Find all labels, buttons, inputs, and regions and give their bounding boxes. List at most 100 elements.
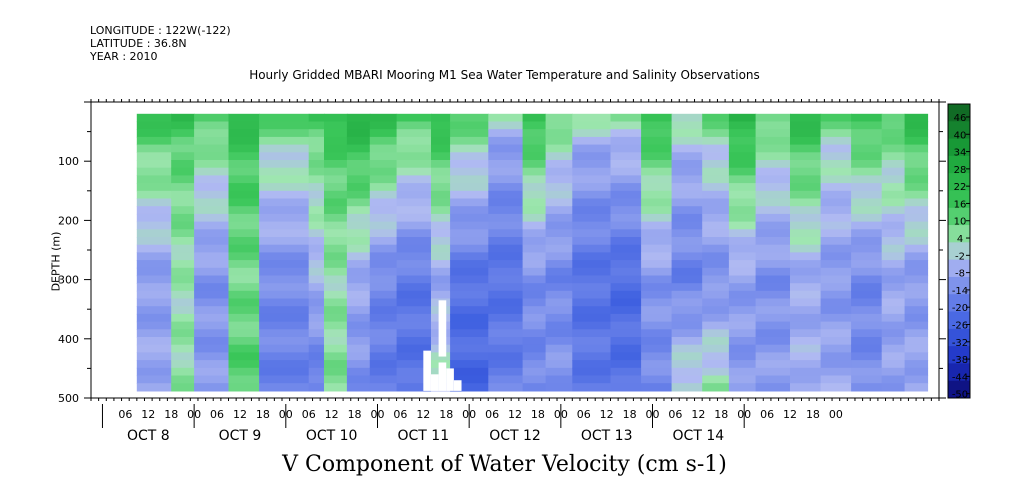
heatmap-cell	[790, 321, 822, 330]
heatmap-cell	[450, 290, 489, 300]
heatmap-cell	[450, 244, 489, 253]
heatmap-cell	[171, 190, 195, 200]
heatmap-cell	[450, 129, 489, 138]
heatmap-cell	[610, 190, 642, 200]
heatmap-cell	[671, 306, 703, 315]
heatmap-cell	[259, 206, 310, 215]
heatmap-cell	[450, 329, 489, 338]
heatmap-cell	[820, 121, 852, 130]
heatmap-cell	[346, 260, 371, 269]
heatmap-cell	[136, 198, 172, 207]
heatmap-cell	[851, 321, 883, 330]
heatmap-cell	[346, 152, 371, 161]
heatmap-cell	[904, 290, 929, 300]
x-tick-label: 06	[118, 408, 132, 421]
heatmap-cell	[702, 344, 730, 353]
heatmap-cell	[346, 175, 371, 184]
heatmap-cell	[851, 313, 883, 323]
heatmap-cell	[904, 229, 929, 238]
heatmap-cell	[702, 237, 730, 246]
heatmap-cell	[820, 113, 852, 123]
heatmap-cell	[790, 383, 822, 392]
heatmap-cell	[671, 136, 703, 146]
heatmap-cell	[522, 352, 547, 361]
heatmap-cell	[702, 313, 730, 323]
heatmap-cell	[228, 121, 260, 130]
x-tick-label: 18	[439, 408, 453, 421]
heatmap-cell	[450, 136, 489, 146]
heatmap-cell	[904, 221, 929, 230]
heatmap-cell	[755, 152, 791, 161]
heatmap-cell	[610, 206, 642, 215]
heatmap-cell	[488, 298, 524, 307]
heatmap-cell	[671, 267, 703, 277]
heatmap-cell	[904, 329, 929, 338]
heatmap-cell	[545, 360, 573, 369]
heatmap-cell	[820, 167, 852, 176]
heatmap-cell	[572, 313, 612, 323]
heatmap-cell	[346, 383, 371, 392]
heatmap-cell	[369, 129, 398, 138]
heatmap-cell	[522, 121, 547, 130]
heatmap-cell	[324, 129, 348, 138]
heatmap-cell	[755, 267, 791, 277]
heatmap-cell	[396, 290, 432, 300]
heatmap-cell	[671, 252, 703, 261]
heatmap-cell	[572, 190, 612, 200]
heatmap-cell	[450, 298, 489, 307]
heatmap-cell	[755, 160, 791, 169]
colorbar-label: -26	[952, 321, 968, 332]
heatmap-cell	[522, 152, 547, 161]
heatmap-cell	[171, 129, 195, 138]
heatmap-cell	[259, 129, 310, 138]
heatmap-cell	[610, 152, 642, 161]
heatmap-cell	[346, 275, 371, 284]
heatmap-cell	[545, 190, 573, 200]
heatmap-cell	[702, 375, 730, 384]
heatmap-cell	[728, 275, 757, 284]
heatmap-cell	[641, 260, 673, 269]
x-day-label: OCT 13	[581, 428, 633, 444]
heatmap-cell	[851, 298, 883, 307]
heatmap-cell	[904, 298, 929, 307]
heatmap-cell	[671, 290, 703, 300]
heatmap-cell	[702, 183, 730, 192]
heatmap-cell	[755, 290, 791, 300]
heatmap-cell	[702, 321, 730, 330]
heatmap-cell	[820, 244, 852, 253]
heatmap-cell	[641, 344, 673, 353]
heatmap-cell	[702, 367, 730, 377]
heatmap-cell	[702, 306, 730, 315]
heatmap-cell	[522, 260, 547, 269]
heatmap-cell	[790, 121, 822, 130]
heatmap-cell	[881, 252, 906, 261]
heatmap-cell	[171, 383, 195, 392]
heatmap-cell	[851, 190, 883, 200]
heatmap-cell	[259, 306, 310, 315]
heatmap-cell	[369, 260, 398, 269]
heatmap-cell	[488, 229, 524, 238]
heatmap-cell	[194, 352, 230, 361]
heatmap-cell	[396, 237, 432, 246]
heatmap-cell	[194, 160, 230, 169]
heatmap-cell	[171, 298, 195, 307]
heatmap-cell	[346, 237, 371, 246]
heatmap-cell	[308, 175, 325, 184]
heatmap-cell	[851, 221, 883, 230]
heatmap-cell	[755, 344, 791, 353]
heatmap-cell	[308, 167, 325, 176]
heatmap-cell	[259, 244, 310, 253]
heatmap-cell	[610, 352, 642, 361]
heatmap-cell	[572, 229, 612, 238]
heatmap-cell	[545, 267, 573, 277]
heatmap-cell	[572, 367, 612, 377]
heatmap-cell	[450, 275, 489, 284]
heatmap-cell	[610, 383, 642, 392]
heatmap-cell	[324, 206, 348, 215]
heatmap-cell	[431, 121, 451, 130]
heatmap-cell	[820, 283, 852, 292]
heatmap-cell	[572, 136, 612, 146]
heatmap-cell	[755, 360, 791, 369]
heatmap-cell	[396, 352, 432, 361]
heatmap-cell	[324, 360, 348, 369]
